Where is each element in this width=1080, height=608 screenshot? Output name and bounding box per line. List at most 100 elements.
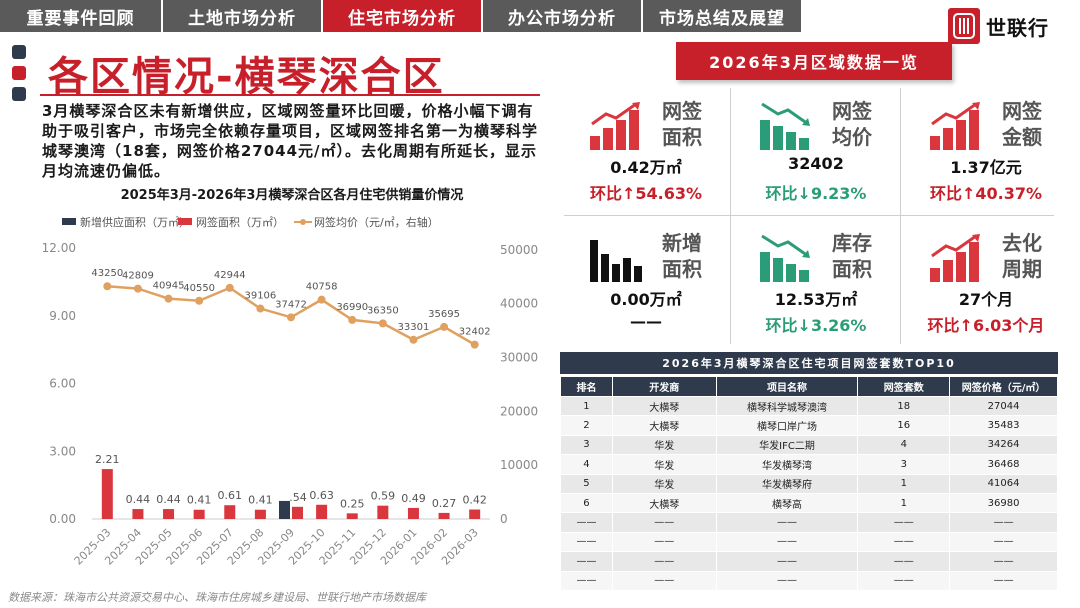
sales-bar	[316, 504, 328, 519]
table-cell: ——	[611, 512, 717, 533]
price-label: 42944	[214, 270, 246, 281]
price-point	[440, 322, 449, 331]
tab-office-market[interactable]: 办公市场分析	[483, 0, 641, 32]
table-cell: 横琴科学城琴澳湾	[715, 395, 859, 417]
legend-swatch	[178, 218, 192, 225]
marker-dot	[12, 87, 26, 101]
table-header[interactable]: 排名	[560, 376, 613, 397]
legend-label: 新增供应面积（万㎡）	[80, 215, 190, 229]
chart-title: 2025年3月-2026年3月横琴深合区各月住宅供销量价情况	[120, 188, 464, 203]
price-label: 40945	[153, 281, 185, 292]
tab-residential-market[interactable]: 住宅市场分析	[323, 0, 481, 32]
table-cell: ——	[715, 531, 859, 553]
sales-bar-label: 0.61	[218, 489, 243, 502]
supply-sales-chart: 新增供应面积（万㎡） 网签面积（万㎡） 网签均价（元/㎡，右轴） 0.00 3.00 6.…	[42, 215, 539, 568]
price-point	[287, 313, 295, 322]
bar-down-icon	[758, 232, 814, 284]
legend-swatch	[300, 219, 306, 225]
kpi-name-line2: 周期	[1002, 257, 1042, 281]
kpi-change: 环比↓9.23%	[765, 184, 867, 203]
brand-logo: 世联行	[948, 8, 1049, 44]
tab-summary-outlook[interactable]: 市场总结及展望	[643, 0, 801, 32]
table-cell: ——	[949, 512, 1058, 533]
table-cell: 3	[560, 434, 613, 456]
bar-down-icon	[758, 100, 814, 152]
table-cell: ——	[560, 551, 613, 572]
kpi-value: 0.00万㎡	[610, 290, 682, 309]
logo-text: 世联行	[986, 15, 1049, 40]
price-label: 42809	[122, 271, 154, 282]
sales-bar-label: 2.21	[95, 453, 120, 466]
kpi-name-line2: 金额	[1002, 125, 1042, 149]
table-row[interactable]: 3 华发 华发IFC二期 4 34264	[560, 434, 1058, 456]
price-label: 37472	[275, 299, 307, 310]
sales-bar	[254, 509, 266, 519]
table-row[interactable]: 2 大横琴 横琴口岸广场 16 35483	[560, 415, 1058, 436]
tab-key-events[interactable]: 重要事件回顾	[0, 0, 161, 32]
table-cell: 4	[857, 434, 951, 456]
kpi-value: 1.37亿元	[950, 158, 1022, 177]
kpi-value: 0.42万㎡	[610, 158, 682, 177]
bar-flat-icon	[588, 232, 644, 284]
legend-label: 网签面积（万㎡）	[196, 215, 284, 229]
supply-bar	[279, 500, 290, 519]
sales-bar	[407, 507, 419, 519]
title-markers	[12, 45, 26, 101]
table-cell: ——	[715, 551, 859, 572]
table-cell: ——	[949, 531, 1058, 553]
y-right-tick: 50000	[500, 243, 538, 257]
table-cell: ——	[949, 551, 1058, 572]
table-cell: 34264	[949, 434, 1058, 456]
price-label: 33301	[398, 322, 430, 333]
table-header[interactable]: 网签价格（元/㎡）	[949, 376, 1058, 397]
table-cell: 华发	[611, 434, 717, 456]
sales-bar-label: 0.27	[432, 497, 457, 510]
kpi-change: ——	[630, 312, 662, 331]
title-underline	[40, 94, 540, 96]
y-right-tick: 10000	[500, 458, 538, 472]
kpi-name: 网签 金额	[994, 98, 1050, 150]
table-cell: ——	[611, 531, 717, 553]
table-cell: 36980	[949, 492, 1058, 514]
table-header[interactable]: 开发商	[611, 376, 717, 397]
table-cell: 华发IFC二期	[715, 434, 859, 456]
y-left-tick: 3.00	[49, 444, 76, 458]
table-header[interactable]: 项目名称	[715, 376, 859, 397]
bar-up-icon	[928, 232, 984, 284]
table-cell: 华发	[611, 454, 717, 475]
table-row[interactable]: —— —— —— —— ——	[560, 551, 1058, 572]
kpi-card: 库存 面积 12.53万㎡ 环比↓3.26%	[732, 222, 900, 336]
table-cell: ——	[611, 551, 717, 572]
kpi-name-line1: 网签	[832, 99, 872, 123]
table-row[interactable]: 1 大横琴 横琴科学城琴澳湾 18 27044	[560, 395, 1058, 417]
table-row[interactable]: —— —— —— —— ——	[560, 512, 1058, 533]
section-banner: 2026年3月区域数据一览	[676, 42, 952, 80]
table-row[interactable]: 4 华发 华发横琴湾 3 36468	[560, 454, 1058, 475]
price-point	[256, 304, 265, 313]
sales-bar	[193, 509, 205, 519]
kpi-divider	[900, 88, 901, 344]
table-row[interactable]: 6 大横琴 横琴高 1 36980	[560, 492, 1058, 514]
table-cell: ——	[715, 512, 859, 533]
tab-land-market[interactable]: 土地市场分析	[163, 0, 321, 32]
table-header[interactable]: 网签套数	[857, 376, 951, 397]
table-row[interactable]: —— —— —— —— ——	[560, 531, 1058, 553]
kpi-card: 网签 面积 0.42万㎡ 环比↑54.63%	[562, 90, 730, 204]
kpi-name-line2: 面积	[662, 125, 702, 149]
table-row[interactable]: —— —— —— —— ——	[560, 570, 1058, 591]
price-point	[317, 295, 326, 304]
y-left-tick: 12.00	[42, 241, 76, 255]
table-cell: 大横琴	[611, 492, 717, 514]
table-row[interactable]: 5 华发 华发横琴府 1 41064	[560, 473, 1058, 494]
price-label: 43250	[91, 268, 123, 279]
table-cell: ——	[949, 570, 1058, 591]
y-right-tick: 20000	[500, 404, 538, 418]
y-right-tick: 0	[500, 512, 508, 526]
table-cell: 27044	[949, 395, 1058, 417]
sales-bar-label: 0.42	[462, 494, 487, 507]
table-cell: ——	[560, 531, 613, 553]
legend-label: 网签均价（元/㎡，右轴）	[314, 215, 439, 229]
sales-bar-label: 0.25	[340, 497, 365, 510]
top-nav: 重要事件回顾 土地市场分析 住宅市场分析 办公市场分析 市场总结及展望	[0, 0, 1080, 32]
table-cell: ——	[611, 570, 717, 591]
